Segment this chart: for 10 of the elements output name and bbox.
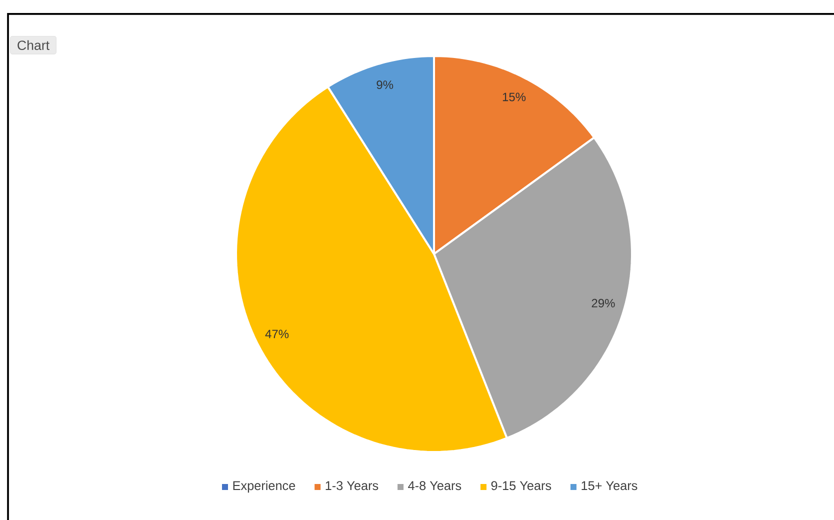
legend-label: 9-15 Years: [491, 481, 552, 490]
data-label: 9%: [376, 80, 394, 90]
data-label: 47%: [265, 330, 289, 338]
legend-label: 4-8 Years: [408, 481, 462, 490]
data-label: 29%: [592, 298, 615, 308]
legend-label: Experience: [233, 480, 296, 493]
text: Chart: [18, 40, 50, 50]
data-label: 15%: [502, 92, 526, 102]
legend-label: 1-3 Years: [326, 481, 378, 490]
legend-label: 15+ Years: [582, 481, 638, 490]
